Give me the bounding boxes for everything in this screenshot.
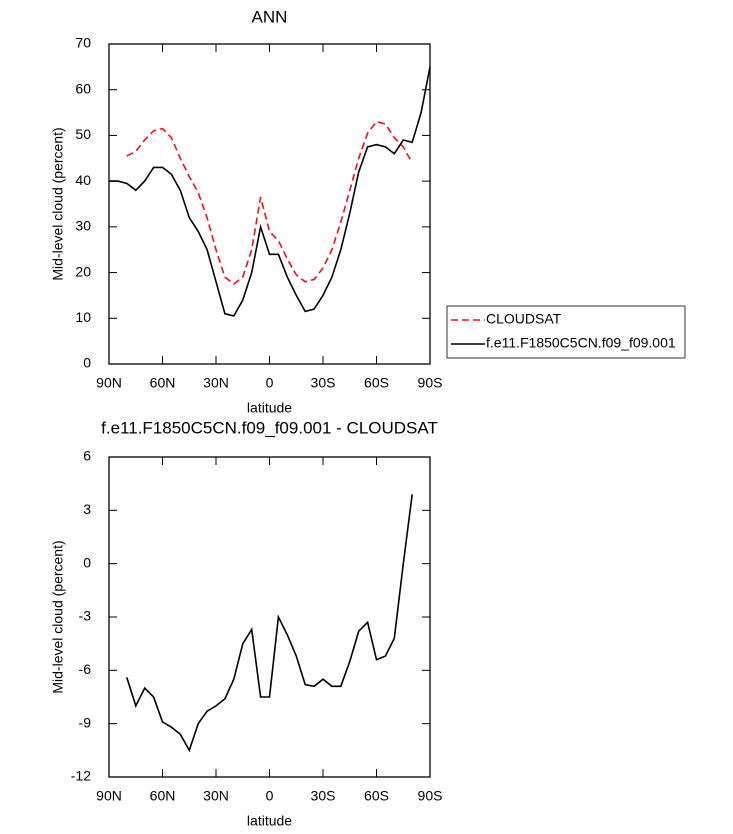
y-tick-label: 0	[83, 355, 91, 371]
data-line	[126, 494, 413, 753]
x-tick-label: 30S	[311, 788, 336, 804]
x-axis-label: latitude	[247, 813, 292, 829]
y-tick-label: 20	[75, 263, 91, 279]
x-tick-label: 0	[266, 375, 274, 391]
data-line	[126, 120, 413, 286]
x-tick-label: 30S	[311, 375, 336, 391]
x-tick-label: 90S	[418, 788, 443, 804]
y-tick-label: 60	[75, 80, 91, 96]
y-axis-label: Mid-level cloud (percent)	[50, 540, 66, 693]
x-tick-label: 90N	[96, 788, 122, 804]
x-tick-label: 90S	[418, 375, 443, 391]
legend-frame	[446, 305, 686, 359]
x-tick-label: 60N	[150, 788, 176, 804]
y-tick-label: 6	[83, 448, 91, 464]
y-tick-label: 40	[75, 172, 91, 188]
x-tick-label: 90N	[96, 375, 122, 391]
x-tick-label: 30N	[203, 375, 229, 391]
x-tick-label: 0	[266, 788, 274, 804]
y-tick-label: -6	[79, 661, 92, 677]
x-axis-label: latitude	[247, 400, 292, 416]
y-axis-label: Mid-level cloud (percent)	[50, 127, 66, 280]
legend-label: CLOUDSAT	[486, 311, 562, 327]
x-tick-label: 30N	[203, 788, 229, 804]
y-tick-label: -3	[79, 608, 92, 624]
chart-title: ANN	[252, 7, 288, 26]
x-tick-label: 60S	[364, 788, 389, 804]
y-tick-label: 10	[75, 309, 91, 325]
x-tick-label: 60S	[364, 375, 389, 391]
legend-label: f.e11.F1850C5CN.f09_f09.001	[486, 335, 676, 351]
chart-title: f.e11.F1850C5CN.f09_f09.001 - CLOUDSAT	[101, 418, 438, 437]
x-tick-label: 60N	[150, 375, 176, 391]
y-tick-label: 70	[75, 35, 91, 51]
y-tick-label: -12	[71, 768, 91, 784]
y-tick-label: -9	[79, 714, 92, 730]
data-line	[109, 66, 431, 317]
y-tick-label: 30	[75, 218, 91, 234]
y-tick-label: 3	[83, 501, 91, 517]
plot-frame	[108, 43, 431, 365]
y-tick-label: 50	[75, 126, 91, 142]
y-tick-label: 0	[83, 554, 91, 570]
plot-frame	[108, 456, 431, 778]
